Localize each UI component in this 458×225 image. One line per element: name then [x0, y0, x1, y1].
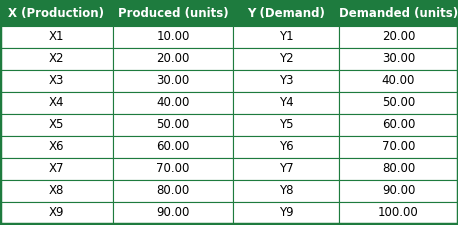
Text: Y8: Y8 — [279, 184, 293, 198]
Bar — [113, 92, 233, 114]
Bar — [0, 114, 113, 136]
Bar — [113, 70, 233, 92]
Text: 60.00: 60.00 — [156, 140, 190, 153]
Bar — [233, 48, 339, 70]
Text: Y9: Y9 — [278, 207, 293, 220]
Bar — [0, 48, 113, 70]
Bar — [113, 48, 233, 70]
Text: 60.00: 60.00 — [382, 119, 415, 131]
Text: X8: X8 — [49, 184, 64, 198]
Text: Y6: Y6 — [278, 140, 293, 153]
Bar — [339, 136, 458, 158]
Bar — [233, 180, 339, 202]
Bar — [0, 180, 113, 202]
Bar — [0, 136, 113, 158]
Bar — [0, 0, 113, 26]
Text: Y1: Y1 — [278, 31, 293, 43]
Text: 30.00: 30.00 — [156, 74, 190, 88]
Text: 30.00: 30.00 — [382, 52, 415, 65]
Text: 40.00: 40.00 — [156, 97, 190, 110]
Bar — [339, 114, 458, 136]
Text: 20.00: 20.00 — [382, 31, 415, 43]
Bar — [339, 70, 458, 92]
Bar — [113, 180, 233, 202]
Text: X1: X1 — [49, 31, 64, 43]
Bar — [0, 26, 113, 48]
Bar — [0, 158, 113, 180]
Text: 70.00: 70.00 — [156, 162, 190, 176]
Bar — [233, 0, 339, 26]
Text: 20.00: 20.00 — [156, 52, 190, 65]
Bar — [113, 158, 233, 180]
Text: Y5: Y5 — [279, 119, 293, 131]
Text: X5: X5 — [49, 119, 64, 131]
Bar — [233, 136, 339, 158]
Text: 10.00: 10.00 — [156, 31, 190, 43]
Text: Y4: Y4 — [278, 97, 293, 110]
Text: X (Production): X (Production) — [9, 7, 104, 20]
Text: Y (Demand): Y (Demand) — [247, 7, 325, 20]
Bar — [233, 202, 339, 224]
Bar — [339, 26, 458, 48]
Bar — [113, 202, 233, 224]
Text: 50.00: 50.00 — [382, 97, 415, 110]
Bar — [339, 92, 458, 114]
Text: Y2: Y2 — [278, 52, 293, 65]
Bar — [113, 0, 233, 26]
Bar — [233, 158, 339, 180]
Bar — [0, 92, 113, 114]
Text: 70.00: 70.00 — [382, 140, 415, 153]
Text: 50.00: 50.00 — [156, 119, 190, 131]
Text: Produced (units): Produced (units) — [118, 7, 228, 20]
Bar — [233, 114, 339, 136]
Bar — [0, 202, 113, 224]
Bar — [339, 158, 458, 180]
Bar — [113, 26, 233, 48]
Bar — [339, 0, 458, 26]
Text: X6: X6 — [49, 140, 64, 153]
Bar — [233, 92, 339, 114]
Bar — [0, 70, 113, 92]
Text: X7: X7 — [49, 162, 64, 176]
Bar — [339, 202, 458, 224]
Text: 100.00: 100.00 — [378, 207, 419, 220]
Bar — [233, 70, 339, 92]
Text: X4: X4 — [49, 97, 64, 110]
Text: 40.00: 40.00 — [382, 74, 415, 88]
Bar — [339, 180, 458, 202]
Text: Demanded (units): Demanded (units) — [339, 7, 458, 20]
Text: X2: X2 — [49, 52, 64, 65]
Text: 90.00: 90.00 — [382, 184, 415, 198]
Text: Y7: Y7 — [278, 162, 293, 176]
Text: Y3: Y3 — [279, 74, 293, 88]
Text: 90.00: 90.00 — [156, 207, 190, 220]
Text: 80.00: 80.00 — [156, 184, 190, 198]
Bar — [233, 26, 339, 48]
Text: 80.00: 80.00 — [382, 162, 415, 176]
Text: X9: X9 — [49, 207, 64, 220]
Bar — [339, 48, 458, 70]
Text: X3: X3 — [49, 74, 64, 88]
Bar — [113, 114, 233, 136]
Bar — [113, 136, 233, 158]
